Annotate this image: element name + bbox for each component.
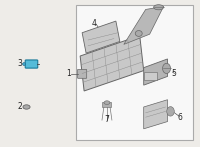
Ellipse shape	[135, 31, 142, 36]
Polygon shape	[80, 36, 144, 91]
Text: 7: 7	[105, 115, 109, 124]
Text: 5: 5	[171, 69, 176, 78]
Ellipse shape	[23, 63, 25, 66]
Text: 2: 2	[17, 102, 22, 111]
Ellipse shape	[167, 107, 174, 116]
Text: 1: 1	[66, 69, 71, 78]
FancyBboxPatch shape	[78, 69, 87, 78]
FancyBboxPatch shape	[144, 72, 157, 80]
Text: 6: 6	[177, 113, 182, 122]
Ellipse shape	[154, 5, 164, 10]
Ellipse shape	[23, 105, 30, 109]
Polygon shape	[82, 21, 120, 53]
FancyBboxPatch shape	[25, 60, 38, 68]
Polygon shape	[144, 59, 168, 85]
Ellipse shape	[104, 101, 110, 104]
Text: 3: 3	[17, 59, 22, 68]
Polygon shape	[124, 6, 164, 44]
Ellipse shape	[163, 63, 171, 74]
FancyBboxPatch shape	[76, 5, 193, 141]
Text: 4: 4	[92, 20, 96, 29]
FancyBboxPatch shape	[102, 102, 111, 107]
Polygon shape	[144, 100, 168, 129]
